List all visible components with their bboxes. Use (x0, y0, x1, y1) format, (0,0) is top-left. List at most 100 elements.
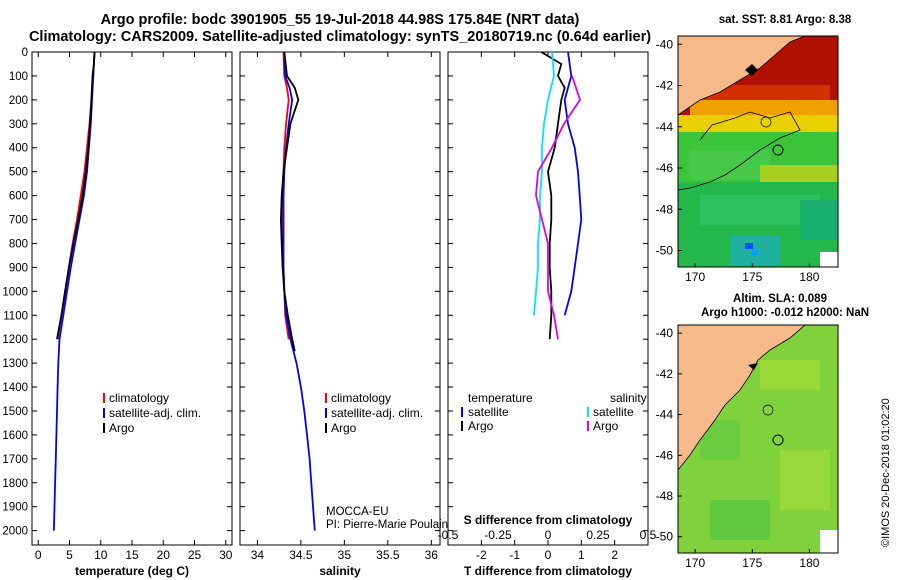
chart-title-line1: Argo profile: bodc 3901905_55 19-Jul-201… (100, 12, 580, 28)
legend-label: Argo (468, 419, 494, 433)
x-tick-label: 10 (94, 548, 108, 562)
series-line-argo (56, 51, 96, 340)
x-tick-label: -2 (476, 548, 487, 562)
legend-label: satellite (593, 405, 634, 419)
plot-frame (239, 51, 441, 546)
sst-map-title: sat. SST: 8.81 Argo: 8.38 (718, 14, 852, 26)
legend-label: satellite-adj. clim. (109, 406, 201, 420)
sst-map (677, 35, 839, 268)
map-y-tick-label: -50 (656, 530, 674, 544)
depth-tick-label: 100 (9, 71, 28, 83)
x-axis-label: salinity (319, 564, 361, 578)
series-line-s-argo (535, 75, 581, 340)
map-x-tick-label: 170 (685, 556, 705, 570)
legend-label: climatology (109, 391, 169, 405)
legend-label: satellite (468, 405, 509, 419)
depth-tick-label: 900 (9, 262, 28, 274)
sla-map-subtitle: Argo h1000: -0.012 h2000: NaN (700, 307, 870, 319)
depth-tick-label: 800 (9, 238, 28, 250)
x-tick-label: 30 (219, 548, 233, 562)
map-x-tick-label: 170 (685, 270, 705, 284)
depth-tick-label: 1600 (2, 430, 28, 442)
map-y-tick-label: -40 (656, 326, 674, 340)
x-tick-label: 36 (425, 548, 439, 562)
x-tick-label: 1 (578, 548, 585, 562)
depth-tick-label: 400 (9, 143, 28, 155)
x-tick-label: 2 (611, 548, 618, 562)
sla-map-title: Altim. SLA: 0.089 (733, 293, 827, 305)
map-y-tick-label: -44 (656, 408, 674, 422)
depth-tick-label: 1300 (2, 358, 28, 370)
legend-label: Argo (109, 421, 135, 435)
x-tick-label: 34 (251, 548, 265, 562)
plot-frame (31, 51, 233, 546)
depth-tick-label: 1200 (2, 334, 28, 346)
x-tick-label: 5 (66, 548, 73, 562)
s-tick-label: 0.25 (586, 528, 610, 542)
depth-tick-label: 1800 (2, 478, 28, 490)
chart-title-line2: Climatology: CARS2009. Satellite-adjuste… (28, 29, 652, 45)
depth-tick-label: 500 (9, 167, 28, 179)
land-mass-sla (678, 325, 806, 471)
x-tick-label: 0 (545, 548, 552, 562)
depth-tick-label: 2000 (2, 526, 28, 538)
map-x-tick-label: 180 (799, 556, 819, 570)
depth-tick-label: 700 (9, 215, 28, 227)
series-line-s-satellite (533, 51, 555, 316)
s-tick-label: -0.5 (438, 528, 459, 542)
depth-tick-label: 0 (22, 47, 28, 59)
legend-title-salinity: salinity (610, 391, 647, 405)
source-annotation: MOCCA-EU (326, 506, 389, 518)
difference-panel: -2 -1 0 1 2 T difference from climatology temp… (438, 51, 657, 578)
series-line-t-argo (540, 51, 566, 340)
land-mass-sst (678, 36, 806, 116)
x-tick-label: 0 (35, 548, 42, 562)
s-tick-label: -0.25 (484, 528, 512, 542)
map-y-tick-label: -50 (656, 244, 674, 258)
depth-tick-label: 1700 (2, 454, 28, 466)
s-tick-label: 0.5 (640, 528, 657, 542)
map-y-tick-label: -42 (656, 79, 674, 93)
depth-tick-label: 1400 (2, 382, 28, 394)
map-x-tick-label: 180 (799, 270, 819, 284)
x-tick-label: 15 (125, 548, 139, 562)
x-axis-label: temperature (deg C) (75, 564, 189, 578)
x-tick-label: 35 (338, 548, 352, 562)
legend-title-temperature: temperature (468, 391, 533, 405)
map-y-tick-label: -46 (656, 448, 674, 462)
depth-tick-label: 200 (9, 95, 28, 107)
x-tick-label: 35.5 (376, 548, 400, 562)
x-tick-label: 25 (188, 548, 202, 562)
depth-tick-label: 1900 (2, 502, 28, 514)
depth-tick-label: 300 (9, 119, 28, 131)
depth-tick-label: 600 (9, 191, 28, 203)
legend-label: satellite-adj. clim. (331, 406, 423, 420)
depth-tick-label: 1100 (3, 310, 28, 322)
s-axis-title: S difference from climatology (464, 513, 633, 527)
series-line-t-satellite (563, 51, 583, 316)
s-tick-label: 0 (545, 528, 552, 542)
map-y-tick-label: -42 (656, 367, 674, 381)
map-y-tick-label: -46 (656, 161, 674, 175)
salinity-panel: 34 34.5 35 35.5 36 salinity climatologysatelli… (239, 51, 448, 578)
depth-tick-label: 1000 (2, 286, 28, 298)
legend-label: climatology (331, 391, 391, 405)
x-tick-label: 20 (157, 548, 171, 562)
depth-tick-label: 1500 (2, 406, 28, 418)
x-axis-label: T difference from climatology (464, 564, 632, 578)
map-x-tick-label: 175 (742, 556, 762, 570)
temperature-panel: 0 5 10 15 20 25 300100200300400500600700800900… (2, 47, 232, 578)
x-tick-label: -1 (509, 548, 520, 562)
series-line-argo (279, 51, 300, 352)
source-annotation: PI: Pierre-Marie Poulain (326, 519, 448, 531)
sla-map (677, 324, 839, 554)
map-y-tick-label: -40 (656, 37, 674, 51)
map-y-tick-label: -48 (656, 202, 674, 216)
map-y-tick-label: -44 (656, 120, 674, 134)
legend-label: Argo (331, 421, 357, 435)
map-y-tick-label: -48 (656, 489, 674, 503)
plot-frame (447, 51, 649, 546)
legend-label: Argo (593, 419, 619, 433)
map-x-tick-label: 175 (742, 270, 762, 284)
